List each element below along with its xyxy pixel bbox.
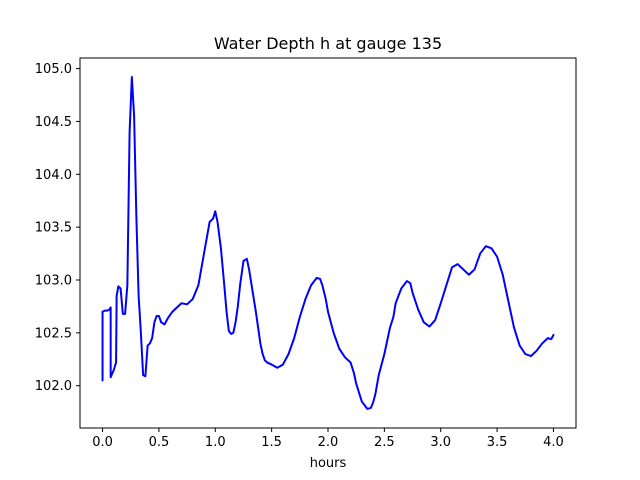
x-tick-label: 3.0 xyxy=(430,435,451,450)
y-tick-label: 105.0 xyxy=(35,62,72,77)
y-tick-label: 104.0 xyxy=(35,168,72,183)
x-tick-label: 4.0 xyxy=(543,435,564,450)
x-tick-label: 2.5 xyxy=(374,435,395,450)
x-axis-ticks: 0.0 0.5 1.0 1.5 2.0 2.5 3.0 3.5 4.0 xyxy=(92,428,564,450)
series-line-0 xyxy=(101,76,555,410)
y-tick-label: 103.5 xyxy=(35,221,72,236)
x-tick-label: 0.0 xyxy=(92,435,113,450)
y-tick-label: 103.0 xyxy=(35,274,72,289)
chart-title: Water Depth h at gauge 135 xyxy=(214,34,442,53)
x-tick-label: 1.0 xyxy=(205,435,226,450)
y-tick-label: 102.0 xyxy=(35,379,72,394)
x-tick-label: 2.0 xyxy=(318,435,339,450)
x-tick-label: 3.5 xyxy=(487,435,508,450)
x-axis-label: hours xyxy=(310,456,347,471)
axes-frame xyxy=(79,57,577,429)
x-tick-label: 1.5 xyxy=(261,435,282,450)
y-axis-ticks: 102.0 102.5 103.0 103.5 104.0 104.5 105.0 xyxy=(35,62,80,394)
y-tick-label: 104.5 xyxy=(35,115,72,130)
plot-area xyxy=(101,76,555,410)
x-tick-label: 0.5 xyxy=(149,435,170,450)
y-tick-label: 102.5 xyxy=(35,326,72,341)
